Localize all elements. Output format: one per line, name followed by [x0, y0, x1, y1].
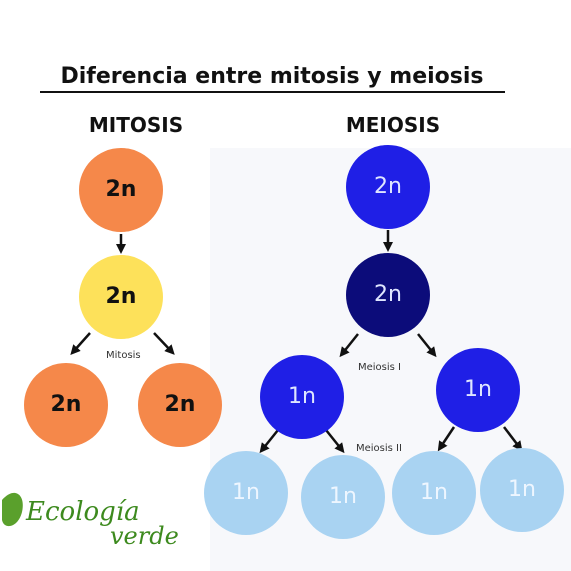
- arrow: [339, 333, 359, 358]
- mitosis-heading: MITOSIS: [89, 113, 183, 137]
- logo-line1: Ecología: [25, 497, 140, 527]
- meiosis-heading: MEIOSIS: [346, 113, 440, 137]
- cell-label: 1n: [329, 484, 357, 509]
- arrow: [325, 429, 345, 454]
- cell: [346, 145, 430, 229]
- cell: [138, 363, 222, 447]
- logo-line2: verde: [110, 522, 179, 550]
- arrow: [437, 426, 456, 452]
- cell: [79, 148, 163, 232]
- cell: [392, 451, 476, 535]
- arrow: [259, 429, 279, 454]
- cell-label: 1n: [508, 477, 536, 502]
- stage-label: Mitosis: [106, 350, 141, 361]
- cell-label: 2n: [106, 284, 137, 309]
- cell: [79, 255, 163, 339]
- cell-label: 2n: [165, 392, 196, 417]
- title: Diferencia entre mitosis y meiosis: [60, 64, 483, 89]
- cell: [346, 253, 430, 337]
- arrow: [70, 332, 91, 355]
- cell: [260, 355, 344, 439]
- stage-label: Meiosis II: [356, 443, 402, 454]
- cell-label: 2n: [51, 392, 82, 417]
- cell-label: 1n: [464, 377, 492, 402]
- cell: [436, 348, 520, 432]
- logo-leaf: [2, 492, 23, 527]
- cell-label: 1n: [232, 480, 260, 505]
- arrow: [417, 333, 437, 358]
- cell: [301, 455, 385, 539]
- cell-label: 2n: [374, 282, 402, 307]
- cell: [204, 451, 288, 535]
- cell-label: 1n: [288, 384, 316, 409]
- cell-label: 2n: [374, 174, 402, 199]
- stage-label: Meiosis I: [358, 362, 401, 373]
- cell: [480, 448, 564, 532]
- cell-label: 2n: [106, 177, 137, 202]
- cell-label: 1n: [420, 480, 448, 505]
- arrow: [503, 426, 523, 452]
- cell: [24, 363, 108, 447]
- arrow: [153, 332, 175, 355]
